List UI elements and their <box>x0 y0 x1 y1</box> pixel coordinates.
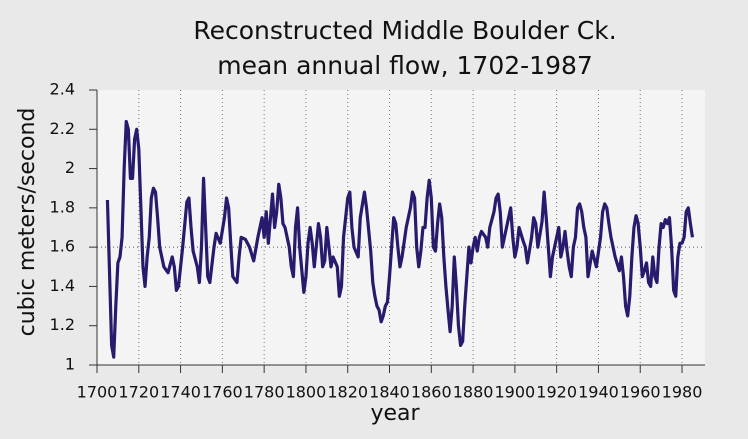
x-tick-label: 1720 <box>118 383 159 402</box>
x-tick-label: 1900 <box>495 383 536 402</box>
x-tick-label: 1740 <box>160 383 201 402</box>
x-tick-label: 1960 <box>620 383 661 402</box>
x-tick-label: 1800 <box>286 383 327 402</box>
y-tick-label: 1 <box>65 355 75 374</box>
x-tick-label: 1760 <box>202 383 243 402</box>
y-tick-label: 1.8 <box>50 197 75 216</box>
y-tick-label: 2 <box>65 158 75 177</box>
x-tick-label: 1880 <box>453 383 494 402</box>
x-tick-label: 1820 <box>327 383 368 402</box>
x-tick-label: 1860 <box>411 383 452 402</box>
x-tick-label: 1940 <box>578 383 619 402</box>
x-tick-label: 1780 <box>244 383 285 402</box>
y-tick-label: 1.4 <box>50 276 75 295</box>
y-axis-label: cubic meters/second <box>15 108 40 337</box>
x-tick-label: 1840 <box>369 383 410 402</box>
x-tick-label: 1980 <box>662 383 703 402</box>
y-tick-label: 1.6 <box>50 237 75 256</box>
chart-title: Reconstructed Middle Boulder Ck. <box>193 16 616 45</box>
chart-subtitle: mean annual flow, 1702-1987 <box>217 51 593 80</box>
plot-area <box>97 90 705 365</box>
x-tick-label: 1920 <box>536 383 577 402</box>
x-axis-label: year <box>370 401 420 426</box>
data-line <box>105 119 695 359</box>
x-tick-label: 1700 <box>77 383 118 402</box>
y-tick-label: 2.4 <box>50 80 75 99</box>
y-tick-label: 2.2 <box>50 119 75 138</box>
y-tick-label: 1.2 <box>50 315 75 334</box>
